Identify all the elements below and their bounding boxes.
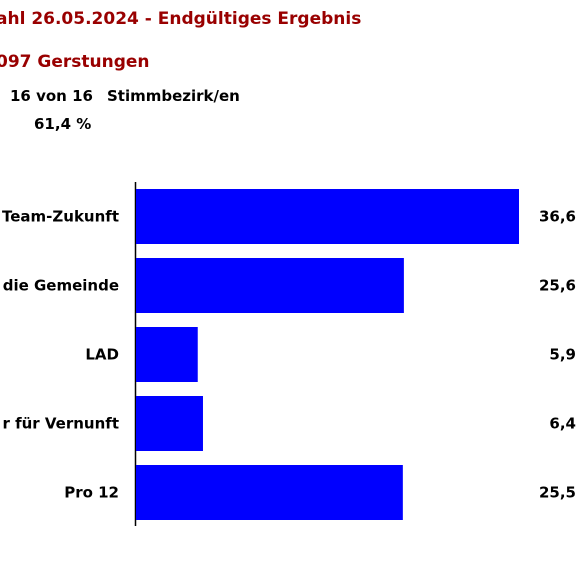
district-count-row: 16 von 16 Stimmbezirk/en <box>10 87 254 105</box>
value-label-4: 25,5 <box>539 484 576 502</box>
value-label-3: 6,4 <box>549 415 576 433</box>
page-title: ahl 26.05.2024 - Endgültiges Ergebnis <box>0 9 362 29</box>
districts-label: Stimmbezirk/en <box>106 87 240 105</box>
value-label-2: 5,9 <box>549 346 576 364</box>
category-label-0: Team-Zukunft <box>2 208 119 226</box>
category-label-3: r für Vernunft <box>2 415 119 433</box>
municipality-title: 097 Gerstungen <box>0 52 150 72</box>
districts-counted: 16 von 16 <box>10 87 93 105</box>
bar-4 <box>136 465 403 520</box>
bars-group: Team-Zukunft 36,6 die Gemeinde 25,6 LAD 5,9 r … <box>2 189 576 520</box>
value-label-0: 36,6 <box>539 208 576 226</box>
bar-1 <box>136 258 404 313</box>
turnout-value: 61,4 % <box>34 115 92 133</box>
bar-3 <box>136 396 203 451</box>
bar-2 <box>136 327 198 382</box>
category-label-4: Pro 12 <box>64 484 119 502</box>
value-label-1: 25,6 <box>539 277 576 295</box>
category-label-2: LAD <box>85 346 119 364</box>
category-label-1: die Gemeinde <box>3 277 119 295</box>
bar-0 <box>136 189 519 244</box>
